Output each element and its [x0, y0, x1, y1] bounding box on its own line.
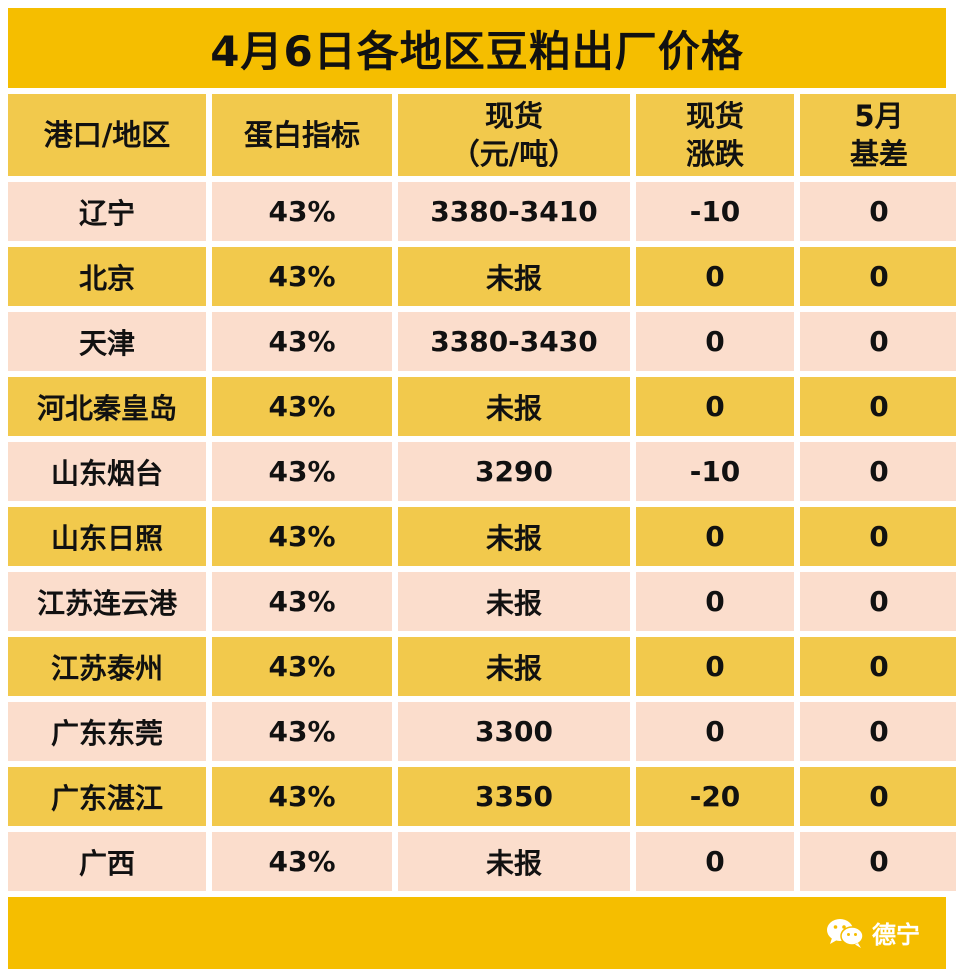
- cell-may-basis: 0: [800, 377, 956, 436]
- cell-region: 广东东莞: [8, 702, 206, 761]
- table-row: 广东东莞 43% 3300 0 0: [8, 702, 956, 761]
- cell-spot-change: 0: [636, 312, 794, 371]
- cell-may-basis: 0: [800, 702, 956, 761]
- header-spot-price: 现货 （元/吨）: [398, 94, 630, 176]
- table-row: 辽宁 43% 3380-3410 -10 0: [8, 182, 956, 241]
- cell-spot-price: 未报: [398, 832, 630, 891]
- cell-may-basis: 0: [800, 182, 956, 241]
- brand-watermark: 德宁: [826, 915, 920, 950]
- cell-spot-change: 0: [636, 637, 794, 696]
- table-row: 山东烟台 43% 3290 -10 0: [8, 442, 956, 501]
- table-row: 广东湛江 43% 3350 -20 0: [8, 767, 956, 826]
- table-row: 江苏连云港 43% 未报 0 0: [8, 572, 956, 631]
- cell-spot-price: 3380-3430: [398, 312, 630, 371]
- footer-bar: 德宁: [8, 897, 946, 969]
- cell-region: 广西: [8, 832, 206, 891]
- cell-protein: 43%: [212, 572, 392, 631]
- table-row: 山东日照 43% 未报 0 0: [8, 507, 956, 566]
- table-row: 北京 43% 未报 0 0: [8, 247, 956, 306]
- cell-may-basis: 0: [800, 247, 956, 306]
- cell-may-basis: 0: [800, 312, 956, 371]
- cell-region: 山东烟台: [8, 442, 206, 501]
- cell-spot-price: 3290: [398, 442, 630, 501]
- cell-spot-change: 0: [636, 377, 794, 436]
- cell-spot-change: -10: [636, 182, 794, 241]
- cell-region: 广东湛江: [8, 767, 206, 826]
- cell-may-basis: 0: [800, 767, 956, 826]
- cell-spot-change: 0: [636, 507, 794, 566]
- cell-spot-change: 0: [636, 572, 794, 631]
- cell-protein: 43%: [212, 442, 392, 501]
- cell-may-basis: 0: [800, 507, 956, 566]
- cell-region: 河北秦皇岛: [8, 377, 206, 436]
- cell-protein: 43%: [212, 377, 392, 436]
- wechat-icon: [827, 918, 864, 948]
- cell-region: 天津: [8, 312, 206, 371]
- cell-spot-price: 未报: [398, 572, 630, 631]
- cell-protein: 43%: [212, 702, 392, 761]
- cell-may-basis: 0: [800, 442, 956, 501]
- cell-protein: 43%: [212, 767, 392, 826]
- table-row: 河北秦皇岛 43% 未报 0 0: [8, 377, 956, 436]
- cell-spot-change: 0: [636, 702, 794, 761]
- brand-name: 德宁: [872, 921, 920, 949]
- cell-spot-price: 未报: [398, 377, 630, 436]
- header-region: 港口/地区: [8, 94, 206, 176]
- cell-region: 辽宁: [8, 182, 206, 241]
- cell-may-basis: 0: [800, 572, 956, 631]
- cell-may-basis: 0: [800, 637, 956, 696]
- cell-region: 江苏泰州: [8, 637, 206, 696]
- cell-spot-price: 3300: [398, 702, 630, 761]
- cell-may-basis: 0: [800, 832, 956, 891]
- cell-spot-price: 未报: [398, 247, 630, 306]
- cell-protein: 43%: [212, 312, 392, 371]
- header-spot-change: 现货 涨跌: [636, 94, 794, 176]
- table-row: 江苏泰州 43% 未报 0 0: [8, 637, 956, 696]
- table-row: 广西 43% 未报 0 0: [8, 832, 956, 891]
- header-may-basis: 5月 基差: [800, 94, 956, 176]
- price-table: 港口/地区 蛋白指标 现货 （元/吨） 现货 涨跌 5月 基差 辽宁 43% 3380-3…: [2, 88, 956, 897]
- header-row: 港口/地区 蛋白指标 现货 （元/吨） 现货 涨跌 5月 基差: [8, 94, 956, 176]
- cell-spot-price: 未报: [398, 637, 630, 696]
- cell-protein: 43%: [212, 832, 392, 891]
- table-title: 4月6日各地区豆粕出厂价格: [210, 26, 744, 76]
- cell-spot-price: 3350: [398, 767, 630, 826]
- cell-spot-price: 3380-3410: [398, 182, 630, 241]
- cell-spot-change: -10: [636, 442, 794, 501]
- cell-region: 北京: [8, 247, 206, 306]
- table-row: 天津 43% 3380-3430 0 0: [8, 312, 956, 371]
- cell-spot-change: 0: [636, 247, 794, 306]
- cell-spot-change: -20: [636, 767, 794, 826]
- cell-region: 山东日照: [8, 507, 206, 566]
- cell-protein: 43%: [212, 637, 392, 696]
- cell-spot-change: 0: [636, 832, 794, 891]
- cell-protein: 43%: [212, 507, 392, 566]
- cell-region: 江苏连云港: [8, 572, 206, 631]
- cell-protein: 43%: [212, 182, 392, 241]
- cell-protein: 43%: [212, 247, 392, 306]
- table-title-bar: 4月6日各地区豆粕出厂价格: [8, 8, 946, 88]
- cell-spot-price: 未报: [398, 507, 630, 566]
- header-protein: 蛋白指标: [212, 94, 392, 176]
